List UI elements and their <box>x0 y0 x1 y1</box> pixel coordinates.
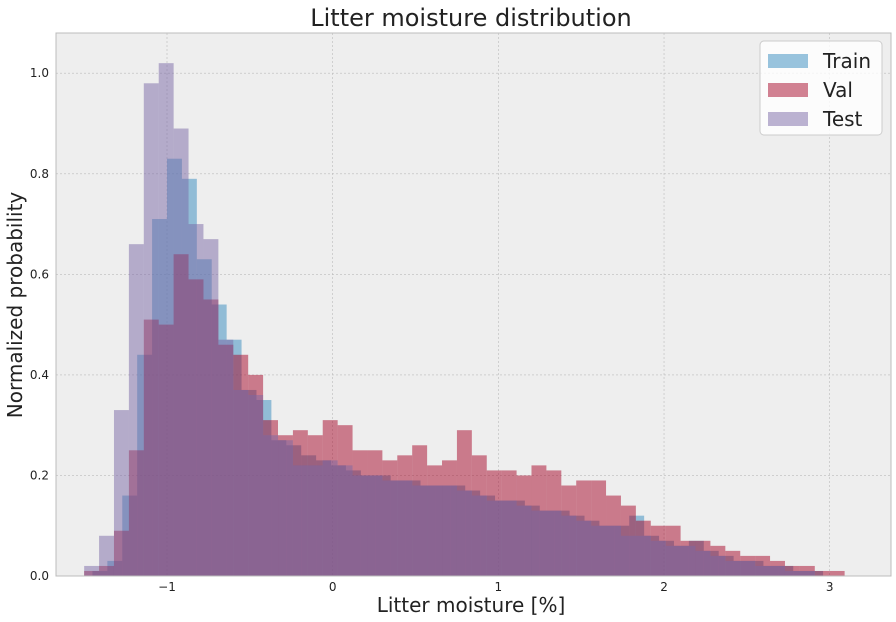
bar-test <box>710 555 726 576</box>
bar-test <box>248 395 264 576</box>
bar-val <box>829 570 845 576</box>
legend-label-train: Train <box>822 49 871 73</box>
bar-test <box>725 560 741 576</box>
bar-test <box>397 480 413 576</box>
bar-test <box>576 520 592 576</box>
bar-test <box>158 63 174 576</box>
bar-test <box>501 500 517 576</box>
plot-frame <box>55 32 892 577</box>
bar-test <box>635 535 651 576</box>
legend-swatch-train <box>768 54 808 68</box>
legend-swatch-test <box>768 112 808 126</box>
legend-swatch-val <box>768 83 808 97</box>
bar-test <box>606 525 621 576</box>
bar-test <box>740 560 756 576</box>
bar-test <box>695 550 711 576</box>
y-tick-label: 0.8 <box>30 167 49 181</box>
x-tick-label: 1 <box>495 580 503 594</box>
bar-test <box>427 485 443 576</box>
legend-label-val: Val <box>823 78 853 102</box>
x-tick-label: 3 <box>826 580 834 594</box>
y-tick-label: 1.0 <box>30 66 49 80</box>
y-tick-label: 0.0 <box>30 569 49 583</box>
bar-test <box>233 389 249 576</box>
bar-test <box>620 535 636 576</box>
bar-test <box>173 128 189 576</box>
y-tick-label: 0.6 <box>30 267 49 281</box>
bar-test <box>218 339 234 576</box>
bar-test <box>263 435 279 576</box>
chart-title: Litter moisture distribution <box>310 4 631 32</box>
bar-test <box>799 570 815 576</box>
bar-test <box>471 495 487 576</box>
bar-test <box>531 510 547 576</box>
tick-labels: −1 0 1 2 3 0.0 0.2 0.4 0.6 0.8 1.0 <box>30 66 834 594</box>
bar-test <box>442 485 457 576</box>
x-tick-label: 2 <box>660 580 668 594</box>
bar-test <box>203 239 219 576</box>
bar-test <box>113 410 129 576</box>
bar-test <box>770 565 785 576</box>
bar-test <box>591 525 607 576</box>
bar-test <box>650 540 666 576</box>
bar-test <box>322 460 338 576</box>
bar-test <box>486 500 502 576</box>
bar-test <box>352 475 368 576</box>
bar-test <box>99 535 114 576</box>
bars <box>84 63 845 577</box>
bar-test <box>784 570 800 576</box>
bar-test <box>84 565 100 576</box>
bar-test <box>561 515 577 576</box>
bar-test <box>382 480 398 576</box>
x-tick-label: −1 <box>158 580 176 594</box>
legend-label-test: Test <box>822 107 863 131</box>
bar-test <box>307 465 323 576</box>
y-tick-label: 0.4 <box>30 368 49 382</box>
y-axis-label: Normalized probability <box>3 192 27 419</box>
bar-test <box>128 244 144 576</box>
bar-test <box>665 545 681 576</box>
x-tick-label: 0 <box>329 580 337 594</box>
bar-test <box>278 440 293 576</box>
bar-test <box>680 545 696 576</box>
y-tick-label: 0.2 <box>30 468 49 482</box>
bar-test <box>367 475 383 576</box>
bar-val <box>814 570 830 576</box>
bar-test <box>516 505 532 576</box>
series-test <box>84 63 815 577</box>
bar-test <box>456 490 472 576</box>
bar-test <box>188 224 204 577</box>
x-axis-label: Litter moisture [%] <box>377 593 566 617</box>
bar-test <box>412 485 428 576</box>
bar-test <box>143 83 159 577</box>
bar-test <box>755 565 771 576</box>
legend: Train Val Test <box>759 40 883 136</box>
bar-test <box>337 465 353 576</box>
bar-test <box>546 510 562 576</box>
bar-test <box>292 465 308 576</box>
